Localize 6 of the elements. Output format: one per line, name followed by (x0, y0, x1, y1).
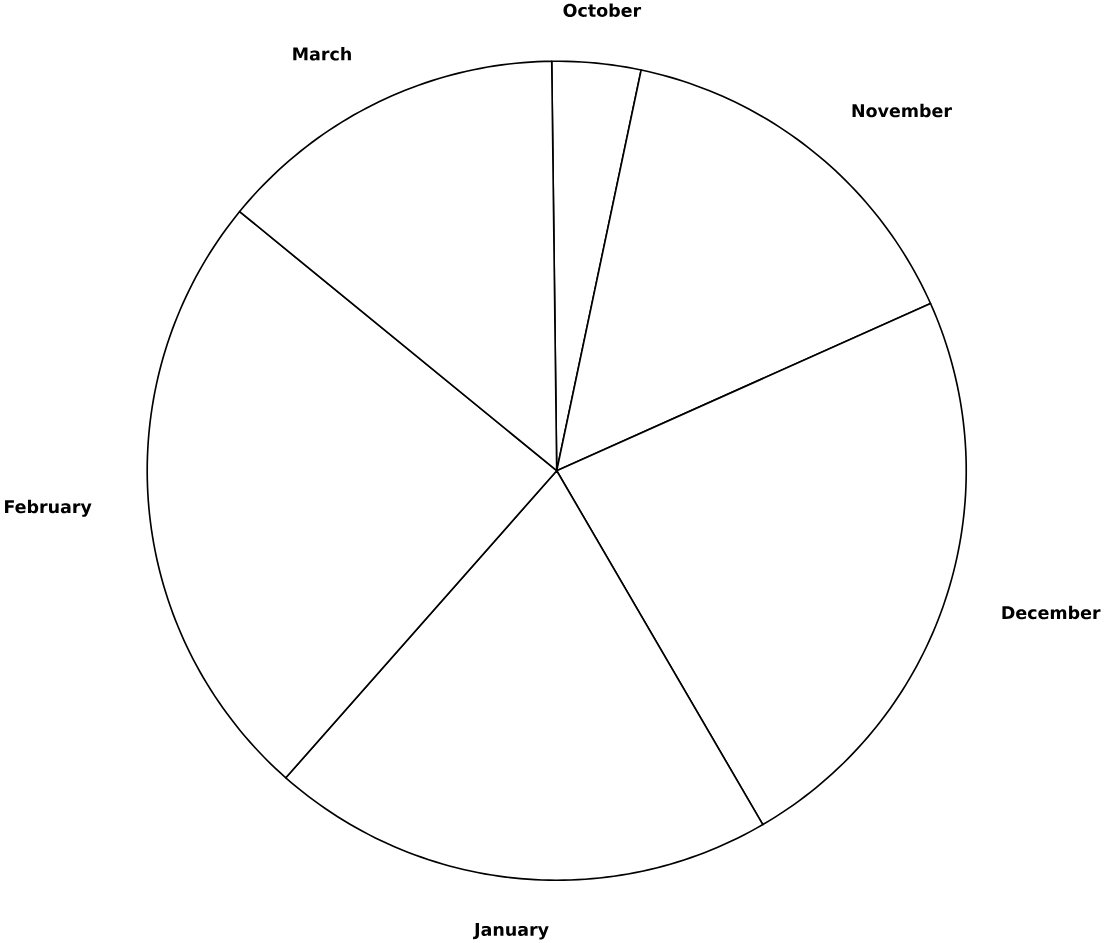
slice-label: December (1002, 605, 1101, 620)
slice-label: January (473, 923, 549, 940)
slice-label: October (563, 3, 642, 17)
slice-label: February (5, 499, 92, 517)
slice-label: March (293, 47, 351, 61)
slice-label: November (852, 103, 952, 118)
